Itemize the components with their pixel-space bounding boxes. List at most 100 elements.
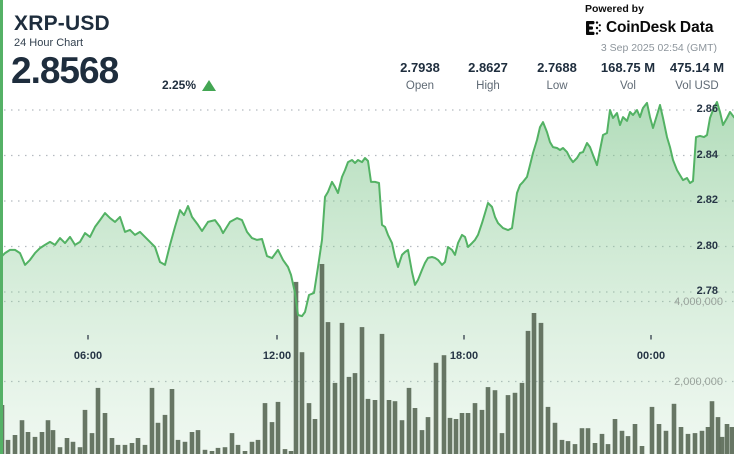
volume-bar [372,400,378,454]
volume-bar [352,373,358,454]
time-axis-label: 00:00 [636,350,666,362]
volume-bar [453,419,459,454]
page-title: XRP-USD [14,12,110,35]
stat-high-value: 2.8627 [468,60,508,75]
stat-low-label: Low [546,80,568,92]
volume-bar [339,322,345,454]
volume-bar [365,398,371,454]
volume-bar [275,401,281,454]
volume-bar [592,443,598,454]
current-price: 2.8568 [11,50,119,91]
volume-bar [332,382,338,454]
volume-bar [70,441,76,454]
volume-bar [685,433,691,454]
volume-axis-label: 2,000,000 [674,375,723,388]
price-axis-label: 2.86 [696,103,718,115]
stat-vol-usd-value: 475.14 M [669,60,725,75]
coindesk-data-logo[interactable]: CoinDesk Data [585,19,714,37]
volume-bar [325,322,331,454]
volume-bar [255,439,261,454]
volume-bar [319,264,325,454]
volume-bar [109,438,115,454]
time-axis-label: 18:00 [449,350,479,362]
volume-bar [519,382,525,454]
price-axis-label: 2.82 [696,194,718,206]
volume-bar [465,413,471,454]
volume-bar [625,436,631,454]
volume-bar [195,430,201,454]
price-line [0,101,734,318]
volume-bar [705,427,711,454]
volume-bar [169,389,175,454]
volume-bar [605,444,611,454]
time-axis-label: 12:00 [262,350,292,362]
volume-bar [50,430,56,454]
volume-bar [299,352,305,454]
volume-bar [155,422,161,454]
volume-bar [459,413,465,454]
stat-vol-value: 168.75 M [600,60,656,75]
volume-bar [715,417,721,454]
volume-bar [202,449,208,454]
volume-bar [447,417,453,454]
volume-bar [619,430,625,454]
volume-bar [392,401,398,454]
volume-bar [359,327,365,454]
volume-bar [585,428,591,454]
volume-bar [32,436,38,454]
price-axis-label: 2.84 [696,148,718,161]
volume-bar [649,406,655,454]
volume-bar [189,432,195,454]
timestamp: 3 Sep 2025 02:54 (GMT) [600,42,717,54]
volume-bar [639,446,645,454]
volume-bar [545,406,551,454]
volume-bar [485,387,491,454]
volume-bar [249,441,255,454]
coindesk-logo-icon [586,21,601,35]
volume-bar [242,451,248,454]
volume-bar [142,444,148,454]
price-axis-label: 2.80 [696,239,718,252]
volume-bar [531,313,537,454]
volume-bar [433,362,439,454]
volume-bars [0,264,734,454]
volume-bar [552,422,558,454]
volume-bar [269,422,275,454]
stat-open-value: 2.7938 [400,60,440,75]
volume-bar [419,430,425,454]
time-axis-label: 06:00 [73,350,103,362]
volume-bar [499,433,505,454]
volume-bar [692,433,698,454]
stat-low-value: 2.7688 [537,60,577,75]
volume-bar [559,439,565,454]
stat-open: 2.7938 Open [383,60,457,94]
volume-bar [632,424,638,454]
volume-bar [663,430,669,454]
volume-bar [572,444,578,454]
stat-vol-usd: 475.14 M Vol USD [660,60,734,94]
volume-bar [149,387,155,454]
stat-open-label: Open [405,80,435,92]
chart-subtitle: 24 Hour Chart [14,37,84,49]
volume-bar [709,401,715,454]
powered-by-label: Powered by [585,3,644,15]
volume-bar [129,443,135,454]
volume-bar [25,432,31,454]
volume-bar [293,281,299,454]
volume-bar [222,447,228,454]
left-accent-border [0,0,3,454]
volume-axis-label: 4,000,000 [674,295,723,308]
volume-bar [724,424,730,454]
stat-vol-label: Vol [620,80,636,92]
stat-low: 2.7688 Low [520,60,594,94]
volume-bar [492,390,498,454]
volume-bar [175,439,181,454]
volume-bar [599,433,605,454]
volume-bar [209,451,215,454]
brand-name-bold: CoinDesk [606,19,676,36]
volume-bar [45,420,51,454]
volume-bar [82,409,88,454]
volume-bar [729,427,734,454]
volume-bar [612,419,618,454]
